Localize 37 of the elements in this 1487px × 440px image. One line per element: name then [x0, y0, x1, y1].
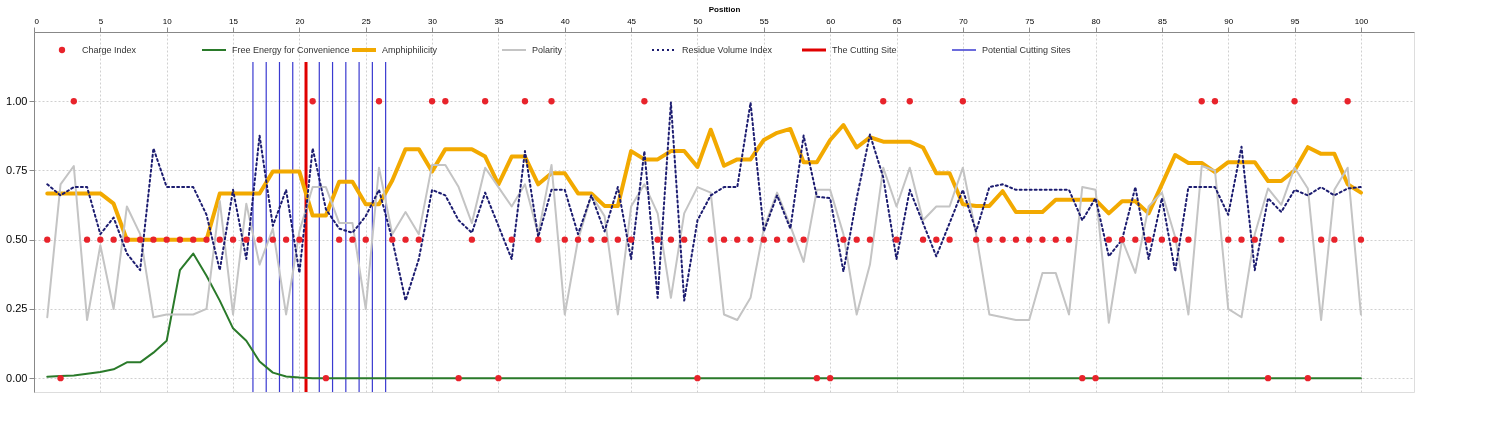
x-tick-label: 30	[428, 16, 438, 26]
x-tick-label: 10	[162, 16, 173, 26]
line-series	[45, 123, 1363, 242]
x-tick-label: 95	[1290, 16, 1301, 26]
x-tick-label: 35	[494, 16, 504, 26]
x-tick-label: 0	[34, 16, 40, 26]
x-tick-label: 15	[229, 16, 239, 26]
x-tick-label: 5	[98, 16, 104, 26]
x-tick-label: 80	[1091, 16, 1102, 26]
line-series	[46, 252, 1362, 380]
x-tick-label: 75	[1025, 16, 1035, 26]
legend-label: The Cutting Site	[832, 45, 897, 55]
y-tick-label: 0.75	[6, 163, 28, 176]
y-tick-label: 0.00	[6, 371, 28, 384]
legend-label: Residue Volume Index	[682, 45, 773, 55]
legend-label: Potential Cutting Sites	[982, 45, 1072, 55]
x-tick-label: 65	[892, 16, 902, 26]
legend-label: Amphiphilicity	[382, 45, 438, 55]
x-tick-label: 60	[826, 16, 836, 26]
x-tick-label: 45	[627, 16, 637, 26]
x-tick-label: 90	[1224, 16, 1234, 26]
line-series	[46, 101, 1362, 302]
x-tick-label: 70	[958, 16, 969, 26]
y-tick-label: 0.25	[6, 302, 28, 315]
x-tick-label: 55	[759, 16, 770, 26]
legend-label: Charge Index	[82, 45, 137, 55]
x-tick-label: 40	[560, 16, 571, 26]
x-tick-label: 20	[295, 16, 305, 26]
x-tick-label: 50	[693, 16, 703, 26]
legend-label: Free Energy for Convenience	[232, 45, 350, 55]
x-axis-title: Position	[708, 4, 741, 14]
x-tick-label: 25	[361, 16, 372, 26]
x-tick-label: 100	[1354, 16, 1369, 26]
y-tick-label: 1.00	[6, 94, 28, 107]
y-tick-label: 0.50	[6, 233, 28, 246]
x-tick-label: 85	[1157, 16, 1168, 26]
legend-label: Polarity	[532, 45, 563, 55]
